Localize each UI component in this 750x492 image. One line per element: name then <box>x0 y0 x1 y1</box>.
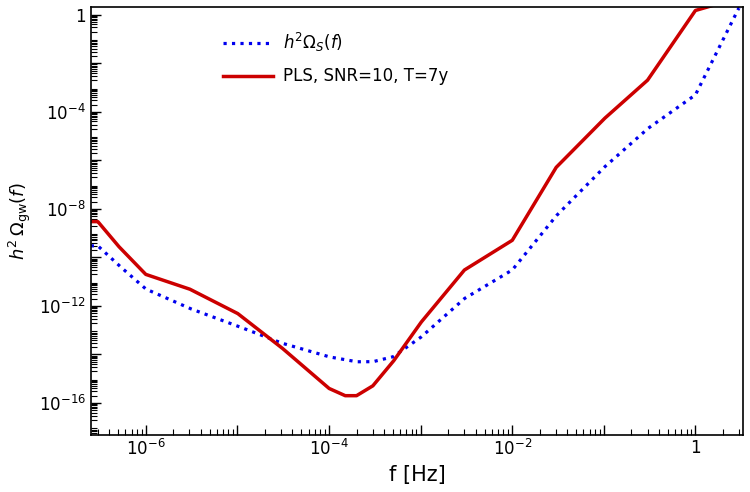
Legend: $h^2 \Omega_S(f)$, PLS, SNR=10, T=7y: $h^2 \Omega_S(f)$, PLS, SNR=10, T=7y <box>217 25 455 92</box>
PLS, SNR=10, T=7y <box>337 391 346 397</box>
PLS, SNR=10, T=7y <box>340 393 350 399</box>
PLS, SNR=10, T=7y <box>365 385 374 391</box>
Line: $h^2 \Omega_S(f)$: $h^2 \Omega_S(f)$ <box>91 7 743 362</box>
$h^2 \Omega_S(f)$ <box>656 117 664 123</box>
PLS, SNR=10, T=7y <box>656 59 664 65</box>
PLS, SNR=10, T=7y <box>739 0 748 1</box>
$h^2 \Omega_S(f)$ <box>726 22 735 28</box>
$h^2 \Omega_S(f)$ <box>86 243 95 249</box>
PLS, SNR=10, T=7y <box>200 293 208 299</box>
PLS, SNR=10, T=7y <box>86 218 95 224</box>
PLS, SNR=10, T=7y <box>735 0 744 1</box>
Y-axis label: $h^2 \, \Omega_{\mathrm{gw}}(f)$: $h^2 \, \Omega_{\mathrm{gw}}(f)$ <box>7 182 33 260</box>
PLS, SNR=10, T=7y <box>160 278 170 284</box>
$h^2 \Omega_S(f)$ <box>365 359 374 365</box>
PLS, SNR=10, T=7y <box>726 0 735 3</box>
Line: PLS, SNR=10, T=7y: PLS, SNR=10, T=7y <box>91 0 743 396</box>
$h^2 \Omega_S(f)$ <box>735 4 744 10</box>
X-axis label: f [Hz]: f [Hz] <box>388 465 445 485</box>
$h^2 \Omega_S(f)$ <box>739 4 748 10</box>
$h^2 \Omega_S(f)$ <box>337 356 346 362</box>
$h^2 \Omega_S(f)$ <box>160 295 170 301</box>
$h^2 \Omega_S(f)$ <box>352 359 361 365</box>
$h^2 \Omega_S(f)$ <box>200 310 208 316</box>
